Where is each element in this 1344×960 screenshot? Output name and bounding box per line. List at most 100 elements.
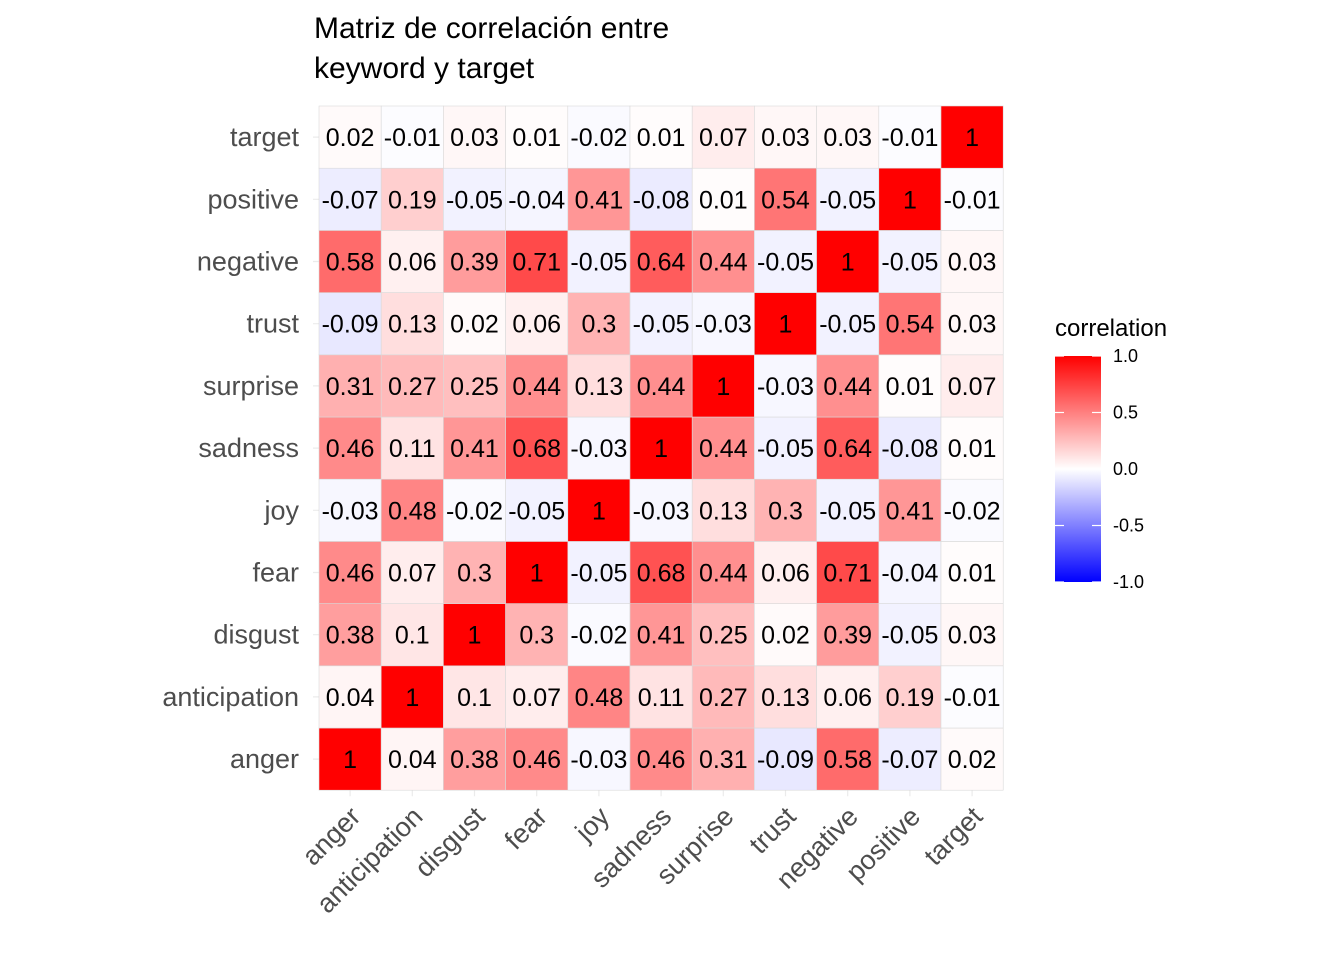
- cell-label-target-anticipation: -0.01: [944, 684, 1001, 712]
- heatmap-cell-disgust-trust: [443, 292, 506, 356]
- cell-label-negative-negative: 1: [841, 249, 855, 277]
- heatmap-cell-trust-trust: [754, 292, 817, 356]
- y-tick-label-anger: anger: [230, 744, 299, 774]
- cell-label-target-trust: 0.03: [948, 311, 997, 339]
- cell-label-joy-anticipation: 0.48: [575, 684, 624, 712]
- cell-label-sadness-surprise: 0.44: [637, 373, 686, 401]
- heatmap-cell-negative-disgust: [816, 603, 880, 667]
- heatmap-cell-positive-disgust: [878, 603, 942, 667]
- cell-label-joy-joy: 1: [592, 497, 606, 525]
- cell-label-positive-sadness: -0.08: [881, 435, 938, 463]
- heatmap-cell-anger-target: [318, 105, 382, 169]
- heatmap-cell-negative-target: [816, 105, 880, 169]
- cell-label-target-joy: -0.02: [944, 497, 1001, 525]
- heatmap-cell-disgust-anticipation: [443, 665, 506, 729]
- cell-label-fear-fear: 1: [530, 560, 544, 588]
- y-tick-label-trust: trust: [246, 309, 299, 339]
- cell-label-disgust-target: 0.03: [450, 124, 499, 152]
- x-tick-label-fear: fear: [499, 801, 553, 855]
- cell-label-trust-anticipation: 0.13: [761, 684, 810, 712]
- cell-label-fear-anticipation: 0.07: [512, 684, 561, 712]
- heatmap-cell-negative-joy: [816, 478, 880, 542]
- cell-label-negative-positive: -0.05: [819, 186, 876, 214]
- cell-label-fear-negative: 0.71: [512, 249, 561, 277]
- heatmap-cell-surprise-joy: [691, 478, 755, 542]
- cell-label-anticipation-target: -0.01: [384, 124, 441, 152]
- cell-label-disgust-joy: -0.02: [446, 497, 503, 525]
- cell-label-anger-joy: -0.03: [322, 497, 379, 525]
- heatmap-cell-sadness-fear: [629, 541, 693, 604]
- heatmap-cell-anger-anger: [318, 727, 382, 791]
- cell-label-disgust-fear: 0.3: [457, 560, 492, 588]
- heatmap-cell-positive-anticipation: [878, 665, 942, 729]
- cell-label-anger-target: 0.02: [326, 124, 375, 152]
- cell-label-positive-disgust: -0.05: [881, 622, 938, 650]
- y-axis: anger anticipation disgust fear joy sadness su…: [162, 122, 299, 774]
- heatmap-cell-surprise-anticipation: [691, 665, 755, 729]
- heatmap-cell-fear-target: [505, 105, 569, 169]
- cell-label-surprise-joy: 0.13: [699, 497, 748, 525]
- cell-label-fear-trust: 0.06: [512, 311, 561, 339]
- cell-label-sadness-positive: -0.08: [633, 186, 690, 214]
- heatmap-cell-fear-fear: [505, 541, 569, 604]
- heatmap-cell-sadness-positive: [629, 167, 693, 231]
- cell-label-disgust-surprise: 0.25: [450, 373, 499, 401]
- cell-label-surprise-disgust: 0.25: [699, 622, 748, 650]
- cell-label-anticipation-joy: 0.48: [388, 497, 437, 525]
- cell-label-surprise-anger: 0.31: [699, 746, 748, 774]
- cell-label-anticipation-anticipation: 1: [405, 684, 419, 712]
- y-tick-label-sadness: sadness: [198, 433, 299, 463]
- cell-label-fear-anger: 0.46: [512, 746, 561, 774]
- heatmap-cell-joy-target: [567, 105, 631, 169]
- heatmap-cell-positive-target: [878, 105, 942, 169]
- heatmap-cell-surprise-disgust: [691, 603, 755, 667]
- legend-ticks: 1.0 0.5 0.0 -0.5 -1.0: [1055, 346, 1144, 592]
- cell-label-disgust-negative: 0.39: [450, 249, 499, 277]
- cell-label-surprise-anticipation: 0.27: [699, 684, 748, 712]
- cell-label-trust-trust: 1: [779, 311, 793, 339]
- cell-label-anticipation-sadness: 0.11: [389, 435, 436, 463]
- heatmap-cell-sadness-target: [629, 105, 693, 169]
- heatmap-cell-positive-negative: [878, 230, 942, 293]
- heatmap-cell-fear-trust: [505, 292, 569, 356]
- cell-label-sadness-disgust: 0.41: [637, 622, 686, 650]
- cell-label-sadness-anger: 0.46: [637, 746, 686, 774]
- cell-label-surprise-sadness: 0.44: [699, 435, 748, 463]
- cell-label-fear-positive: -0.04: [508, 186, 565, 214]
- heatmap-cell-disgust-target: [443, 105, 506, 169]
- cell-label-target-disgust: 0.03: [948, 622, 997, 650]
- cell-label-sadness-joy: -0.03: [633, 497, 690, 525]
- heatmap-cell-trust-joy: [754, 478, 817, 542]
- heatmap-cell-target-sadness: [940, 416, 1004, 480]
- heatmap-cell-disgust-positive: [443, 167, 506, 231]
- cell-label-positive-target: -0.01: [881, 124, 938, 152]
- cell-label-negative-surprise: 0.44: [823, 373, 872, 401]
- cell-label-fear-target: 0.01: [512, 124, 561, 152]
- heatmap-cell-sadness-anger: [629, 727, 693, 791]
- cell-label-disgust-anger: 0.38: [450, 746, 499, 774]
- heatmap-cell-surprise-fear: [691, 541, 755, 604]
- legend-title: correlation: [1055, 315, 1167, 342]
- heatmap-cell-anticipation-anticipation: [380, 665, 444, 729]
- heatmap-cell-negative-anger: [816, 727, 880, 791]
- cell-label-anticipation-fear: 0.07: [388, 560, 437, 588]
- heatmap-cell-surprise-negative: [691, 230, 755, 293]
- cell-label-fear-disgust: 0.3: [519, 622, 554, 650]
- heatmap-cell-target-surprise: [940, 354, 1004, 418]
- heatmap-cell-target-target: [940, 105, 1004, 169]
- cell-label-target-negative: 0.03: [948, 249, 997, 277]
- cell-label-joy-sadness: -0.03: [570, 435, 627, 463]
- heatmap-cell-fear-anticipation: [505, 665, 569, 729]
- heatmap-cell-target-anger: [940, 727, 1004, 791]
- cell-value-labels: 10.040.380.46-0.030.460.31-0.090.58-0.07…: [322, 124, 1001, 774]
- heatmap-cell-target-positive: [940, 167, 1004, 231]
- cell-label-disgust-anticipation: 0.1: [457, 684, 492, 712]
- heatmap-cell-anger-anticipation: [318, 665, 382, 729]
- cell-label-joy-trust: 0.3: [582, 311, 617, 339]
- cell-label-fear-joy: -0.05: [508, 497, 565, 525]
- cell-label-disgust-trust: 0.02: [450, 311, 499, 339]
- heatmap-cell-anticipation-positive: [380, 167, 444, 231]
- y-tick-label-fear: fear: [252, 558, 299, 588]
- cell-label-negative-target: 0.03: [823, 124, 872, 152]
